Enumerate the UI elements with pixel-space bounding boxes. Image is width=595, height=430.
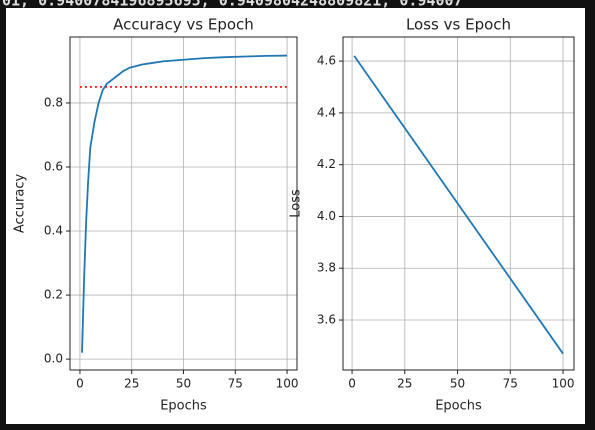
y-tick-label: 4.0 (317, 209, 336, 223)
output-text: 01, 0.9400784196895695, 0.94098042488098… (2, 0, 463, 10)
y-axis-label: Loss (289, 189, 304, 218)
y-tick-label: 4.6 (317, 54, 336, 68)
x-tick-label: 25 (397, 377, 412, 391)
data-line (81, 54, 288, 353)
x-tick-label: 100 (552, 377, 575, 391)
x-tick-label: 0 (348, 377, 356, 391)
axes-frame (342, 36, 575, 371)
chart-title: Loss vs Epoch (406, 16, 511, 34)
data-line (353, 55, 564, 355)
x-tick-label: 50 (176, 377, 191, 391)
x-axis-label: Epochs (435, 399, 482, 414)
x-tick-label: 50 (450, 377, 465, 391)
figure-background (6, 8, 585, 424)
y-axis-label: Accuracy (13, 174, 28, 234)
y-tick-label: 3.8 (317, 261, 336, 275)
chart-title: Accuracy vs Epoch (113, 16, 254, 34)
y-tick-label: 4.4 (317, 105, 336, 119)
y-tick-label: 0.8 (44, 95, 63, 109)
x-tick-label: 75 (228, 377, 243, 391)
y-tick-label: 0.6 (44, 159, 63, 173)
y-tick-label: 0.2 (44, 288, 63, 302)
y-tick-label: 0.0 (44, 352, 63, 366)
x-tick-label: 100 (276, 377, 299, 391)
axes-frame (69, 36, 298, 371)
y-tick-label: 4.2 (317, 157, 336, 171)
x-tick-label: 75 (503, 377, 518, 391)
y-tick-label: 3.6 (317, 313, 336, 327)
x-axis-label: Epochs (160, 399, 207, 414)
x-tick-label: 0 (76, 377, 84, 391)
x-tick-label: 25 (124, 377, 139, 391)
y-tick-label: 0.4 (44, 224, 63, 238)
